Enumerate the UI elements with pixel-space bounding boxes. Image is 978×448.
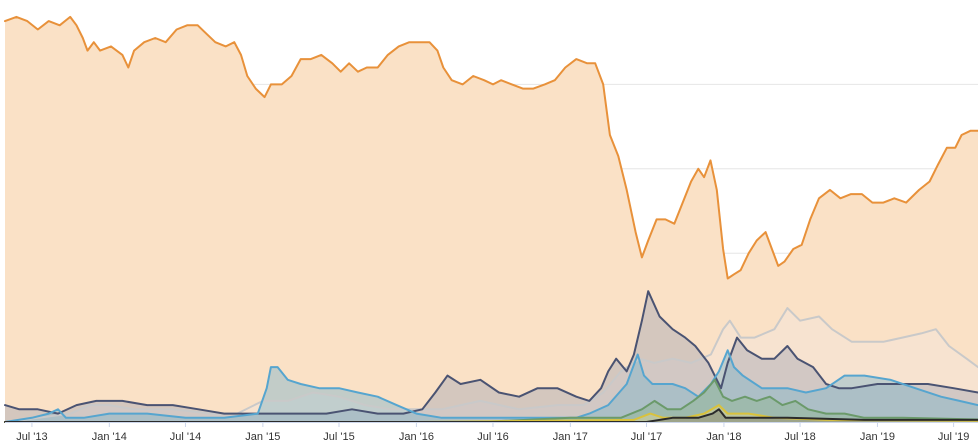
series-fills bbox=[5, 16, 978, 423]
x-tick-label: Jan '14 bbox=[92, 431, 127, 443]
x-tick-label: Jul '17 bbox=[631, 431, 662, 443]
series-line-7 bbox=[4, 408, 978, 423]
x-axis: Jul '13 Jan '14 Jul '14 Jan '15 Jul '15 Jan '… bbox=[5, 422, 978, 443]
x-tick-label: Jul '14 bbox=[170, 431, 201, 443]
x-tick-label: Jan '18 bbox=[706, 431, 741, 443]
series-area-5 bbox=[5, 379, 978, 422]
series-line-5 bbox=[4, 378, 978, 423]
x-tick-label: Jul '18 bbox=[784, 431, 815, 443]
x-tick-label: Jul '16 bbox=[477, 431, 508, 443]
series-line-1 bbox=[4, 15, 978, 280]
x-tick-label: Jul '13 bbox=[16, 431, 47, 443]
series-lines bbox=[4, 15, 978, 423]
x-tick-label: Jan '15 bbox=[245, 431, 280, 443]
x-tick-label: Jul '15 bbox=[323, 431, 354, 443]
series-area-3 bbox=[5, 291, 978, 422]
x-tick-label: Jan '16 bbox=[399, 431, 434, 443]
series-line-3 bbox=[4, 290, 978, 415]
x-tick-label: Jan '17 bbox=[553, 431, 588, 443]
x-tick-label: Jan '19 bbox=[860, 431, 895, 443]
x-tick-label: Jul '19 bbox=[938, 431, 969, 443]
series-area-7 bbox=[5, 409, 978, 422]
series-area-2 bbox=[5, 308, 978, 422]
series-area-1 bbox=[5, 16, 978, 423]
